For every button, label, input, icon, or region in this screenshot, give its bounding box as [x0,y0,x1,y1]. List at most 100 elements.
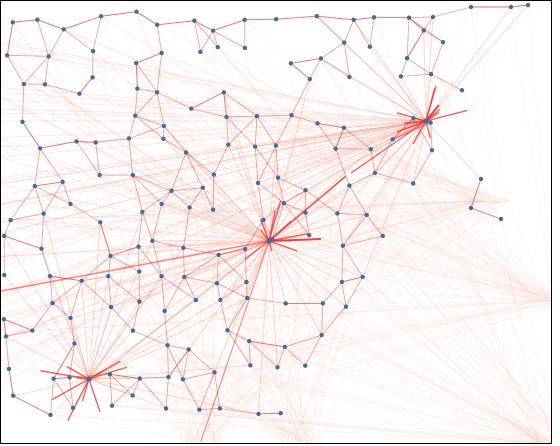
hub-edge [1,240,270,339]
fan-edge [12,22,305,443]
local-edge [322,281,343,304]
local-edge [99,222,111,257]
hub-spoke [425,120,431,139]
fan-edge [188,306,347,443]
local-edge [226,116,229,145]
fan-edge [63,29,501,202]
local-edge [185,152,215,175]
hub-edge [227,240,270,331]
hub-spoke [396,120,427,133]
local-edge [163,138,187,153]
fan-edge [161,203,213,443]
local-edge [423,29,444,43]
hub-edge [268,240,324,304]
hub-edge [214,240,270,373]
fan-edge [202,58,322,443]
local-edge [249,340,285,348]
local-edge [139,376,169,379]
fan-edge [168,300,537,378]
graph-node [498,216,504,222]
local-edge [283,202,306,214]
hub-edge [49,275,90,380]
fan-edge [277,177,283,443]
hub-edge [425,6,512,122]
fan-edge [188,349,217,443]
graph-node [333,146,338,151]
local-edge [138,246,140,272]
local-edge [335,148,350,186]
fan-edge [70,203,295,443]
local-edge [423,16,434,31]
graph-node [126,136,132,141]
fan-edge [227,200,481,331]
local-edge [53,343,75,379]
local-edge [69,343,75,378]
fan-edge [318,148,336,443]
fan-edge [161,52,496,202]
fan-edge [32,330,538,443]
fan-edge [319,183,414,443]
hub-edge [163,138,270,242]
local-edge [137,88,158,93]
graph-node [275,365,280,370]
local-edge [81,255,111,282]
fan-edge [374,172,547,302]
fan-edge [161,52,508,202]
fan-edge [204,306,347,443]
graph-node [97,172,102,178]
local-edge [256,115,277,146]
fan-edge [299,235,384,443]
hub-edge [202,187,270,242]
graph-node [169,188,174,194]
fan-edge [135,62,284,443]
local-edge [290,62,311,80]
graph-node [192,18,197,23]
hub-edge [189,207,270,242]
local-edge [254,146,259,183]
hub-edge [400,76,427,122]
graph-node [159,50,164,56]
local-edge [3,319,7,337]
local-edge [244,219,264,250]
fan-edge [275,145,551,301]
local-edge [317,122,345,129]
graph-node [278,411,283,416]
fan-edge [12,22,318,443]
fan-edge [470,6,496,202]
fan-edge [100,16,287,443]
local-edge [135,62,138,89]
local-edge [223,92,228,118]
graph-node [468,4,474,10]
graph-node [226,142,231,147]
fan-edge [13,395,196,443]
hub-edge [1,120,427,205]
graph-node [303,210,308,215]
graph-node [315,121,320,126]
local-edge [70,280,83,319]
hub-edge [423,30,427,122]
fan-edge [163,138,510,202]
local-edge [136,11,158,26]
hub-edge [3,274,90,380]
fan-edge [161,276,202,443]
fan-edge [228,144,549,302]
fan-edge [470,207,551,433]
graph-node [210,207,216,212]
local-edge [8,368,14,396]
fan-edge [41,248,545,443]
local-edge [156,91,192,110]
graph-node [245,295,250,301]
graph-node [380,233,385,239]
fan-edge [34,185,482,202]
local-edge [128,138,134,176]
local-edge [22,84,25,122]
fan-edge [111,405,543,443]
local-edge [245,281,248,299]
fan-edge [298,4,529,443]
fan-edge [136,11,477,202]
fan-edge [41,248,551,440]
hub-edge [1,138,270,242]
fan-edge [34,185,303,443]
graph-node [221,90,227,95]
graph-node [159,201,164,207]
